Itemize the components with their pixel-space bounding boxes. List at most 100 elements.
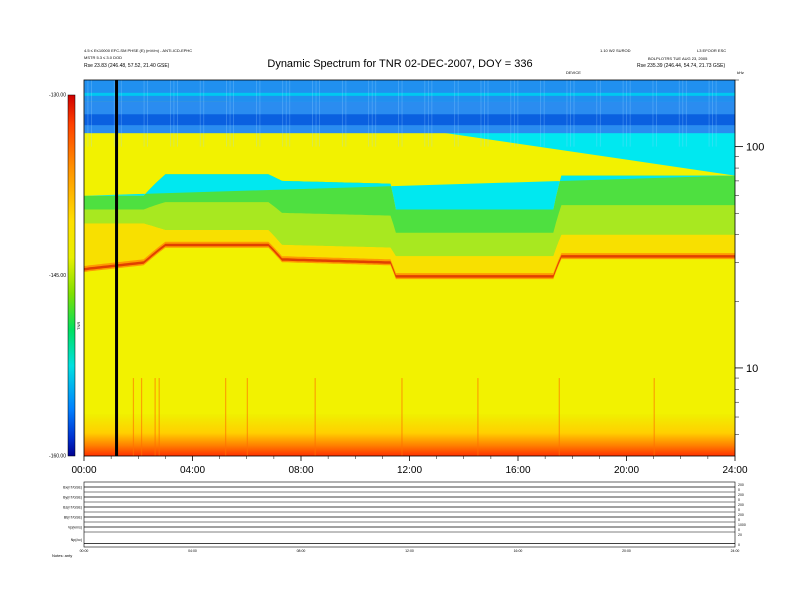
heatmap-streak <box>315 80 317 147</box>
strip-x-tick-label: 04:00 <box>188 549 197 553</box>
heatmap-streak <box>622 80 624 147</box>
colorbar-label: TNR <box>76 322 81 330</box>
heatmap-spike <box>154 378 156 456</box>
heatmap-streak <box>285 80 287 147</box>
x-tick-label: 08:00 <box>288 465 313 476</box>
heatmap-yellow-band <box>84 223 735 277</box>
strip-right-tick: 0 <box>738 488 740 492</box>
heatmap-streak <box>427 80 429 147</box>
header-left-line3: Rse 23.83 (246.48, 57.52, 21.40 GSE) <box>84 63 170 69</box>
heatmap-streak <box>255 80 257 147</box>
heatmap-streak <box>368 80 370 147</box>
strip-x-tick-label: 16:00 <box>514 549 523 553</box>
header-right-line2: L3 EFOOR ESC <box>697 48 727 53</box>
heatmap-streak <box>113 80 115 147</box>
heatmap-streak <box>143 80 145 147</box>
heatmap-streak <box>484 80 485 147</box>
colorbar-tick-label: -145.00 <box>49 273 66 279</box>
heatmap-streak <box>510 80 512 147</box>
strip-label: Bt(nT/GSE) <box>64 516 82 520</box>
heatmap-streak <box>375 80 377 147</box>
spectrogram-image <box>84 80 735 456</box>
heatmap-light-green-band <box>84 202 735 257</box>
heatmap-streak <box>341 80 343 147</box>
header-right-line1: 1.10 W2 SUROD <box>600 48 631 53</box>
heatmap-spike <box>225 378 227 456</box>
heatmap-streak <box>682 80 684 147</box>
heatmap-streak <box>91 80 92 147</box>
x-tick-label: 20:00 <box>614 465 639 476</box>
strip-right-tick: 0 <box>738 528 740 532</box>
heatmap-spike <box>314 378 316 456</box>
heatmap-streak <box>480 80 482 147</box>
strip-label: Vp(km/s) <box>68 526 82 530</box>
strip-right-tick: 0 <box>738 543 740 547</box>
x-tick-label: 16:00 <box>505 465 530 476</box>
heatmap-streak <box>454 80 456 147</box>
chart-title: Dynamic Spectrum for TNR 02-DEC-2007, DO… <box>267 58 533 70</box>
strip-right-tick: 1000 <box>738 523 746 527</box>
heatmap-streak <box>517 80 519 147</box>
heatmap-streak <box>570 80 571 147</box>
heatmap-streak <box>573 80 575 147</box>
footer-notes: Notes: anty <box>52 553 72 558</box>
heatmap-green-band <box>84 174 735 257</box>
heatmap-dark-blue-band <box>84 114 735 126</box>
strip-right-tick: 0 <box>738 518 740 522</box>
strip-x-tick-label: 08:00 <box>297 549 306 553</box>
heatmap-streak <box>712 80 714 147</box>
heatmap-streak <box>199 80 201 147</box>
heatmap-streak <box>289 80 291 147</box>
heatmap-streak <box>626 80 628 147</box>
heatmap-streak <box>371 80 373 147</box>
time-marker-line <box>115 80 119 456</box>
heatmap-streak <box>685 80 687 147</box>
strip-label: Bz(nT/GSE) <box>63 506 82 510</box>
heatmap-streak <box>259 80 261 147</box>
heatmap-streak <box>173 80 175 147</box>
heatmap-cyan-stripe <box>84 92 735 96</box>
heatmap-streak <box>87 80 89 147</box>
heatmap-spike <box>558 378 560 456</box>
heatmap-streak <box>226 80 227 147</box>
heatmap-streak <box>233 80 234 147</box>
heatmap-streak <box>566 80 568 147</box>
heatmap-streak <box>398 80 399 147</box>
heatmap-top-band <box>84 80 735 102</box>
heatmap-streak <box>319 80 320 147</box>
strip-right-tick: 200 <box>738 483 744 487</box>
heatmap-streak <box>169 80 171 147</box>
heatmap-streak <box>652 80 654 147</box>
strip-x-tick-label: 24:00 <box>731 549 740 553</box>
heatmap-streak <box>424 80 426 147</box>
heatmap-streak <box>543 80 545 147</box>
heatmap-spike <box>158 378 160 456</box>
header-center-small: DEVICE <box>566 70 581 75</box>
heatmap-streak <box>596 80 598 147</box>
x-tick-label: 00:00 <box>71 465 96 476</box>
strip-right-tick: 200 <box>738 513 744 517</box>
strip-right-tick: 200 <box>738 493 744 497</box>
heatmap-streak <box>599 80 601 147</box>
strip-x-tick-label: 20:00 <box>622 549 631 553</box>
heatmap-spike <box>132 378 135 456</box>
strip-label: Np(/cc) <box>71 538 82 542</box>
colorbar: -130.00 -145.00 -160.00 TNR <box>49 93 81 460</box>
heatmap-streak <box>678 80 680 147</box>
solar-wind-strips: Bx(nT/GSE)2000By(nT/GSE)2000Bz(nT/GSE)20… <box>52 481 746 558</box>
strip-right-tick: 0 <box>738 508 740 512</box>
heatmap-streak <box>120 80 122 147</box>
heatmap-streak <box>715 80 717 147</box>
heatmap-streak <box>401 80 403 147</box>
heatmap-streak <box>708 80 710 147</box>
header-left-line1: 4.5 ≤ E≤10000 EFC-SM PHSE (E) (mV/m) - A… <box>84 48 193 53</box>
strip-x-tick-label: 12:00 <box>405 549 414 553</box>
heatmap-streak <box>513 80 515 147</box>
heatmap-spike <box>477 378 479 456</box>
strip-label: By(nT/GSE) <box>63 496 82 500</box>
x-tick-label: 12:00 <box>397 465 422 476</box>
strip-x-tick-label: 00:00 <box>80 549 89 553</box>
x-tick-label: 04:00 <box>180 465 205 476</box>
header-left-line2: MSTR 5.3 ≤ 3.0 DOD <box>84 55 122 60</box>
